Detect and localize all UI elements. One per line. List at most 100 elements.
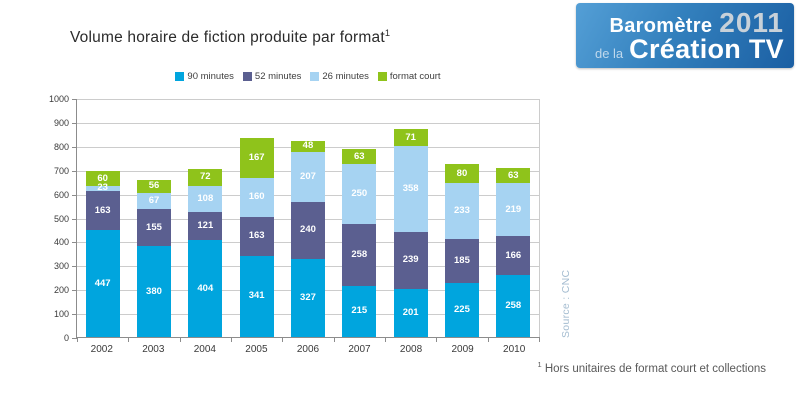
bar-segment-26-minutes: 250: [342, 164, 377, 224]
bar-segment-26-minutes: 358: [393, 146, 428, 232]
y-axis-tick: [72, 99, 77, 100]
legend-label: 26 minutes: [322, 71, 369, 82]
bars-container: 447 163 23 60 380 155 67 56 404 121 108 72 341 163 160…: [77, 99, 539, 337]
x-axis-label: 2002: [90, 344, 113, 355]
bar-segment-90-minutes: 225: [444, 283, 479, 337]
y-axis-label: 900: [53, 117, 69, 128]
y-axis-label: 600: [53, 189, 69, 200]
legend-label: 52 minutes: [254, 71, 302, 82]
legend-swatch-format-court: [377, 72, 387, 81]
bar-segment-52-minutes: 185: [444, 239, 479, 284]
bar-segment-52-minutes: 239: [393, 231, 428, 289]
legend-swatch-26-minutes: [310, 72, 320, 81]
logo-year-text: 2011: [719, 6, 784, 38]
legend-item-52-minutes: 52 minutes: [242, 71, 302, 82]
y-axis-label: 500: [53, 213, 69, 224]
bar-segment-format-court: 56: [136, 179, 171, 194]
x-axis-label: 2009: [451, 344, 474, 355]
x-axis-tick: [230, 337, 232, 342]
bar-segment-26-minutes: 23: [85, 183, 120, 193]
x-axis-tick: [282, 337, 284, 342]
bar-2007: 215 258 250 63: [342, 149, 377, 337]
bar-2008: 201 239 358 71: [393, 129, 428, 337]
y-axis-tick: [72, 314, 77, 316]
bar-segment-format-court: 71: [393, 129, 428, 147]
y-axis-label: 700: [53, 165, 69, 176]
bar-segment-52-minutes: 155: [136, 209, 171, 247]
x-axis-tick: [128, 337, 130, 342]
y-axis-label: 300: [53, 261, 69, 272]
bar-segment-90-minutes: 327: [290, 258, 325, 337]
bar-2005: 341 163 160 167: [239, 138, 274, 337]
x-axis-tick: [333, 337, 335, 342]
bar-segment-format-court: 167: [239, 138, 274, 179]
y-axis-label: 100: [53, 309, 69, 320]
y-axis-tick: [72, 338, 77, 339]
bar-segment-90-minutes: 215: [342, 285, 377, 337]
bar-segment-52-minutes: 121: [188, 211, 223, 241]
bar-segment-26-minutes: 207: [290, 152, 325, 202]
bar-2010: 258 166 219 63: [496, 168, 531, 337]
x-axis-tick: [179, 337, 181, 342]
bar-segment-26-minutes: 108: [188, 185, 223, 212]
bar-segment-26-minutes: 67: [136, 193, 171, 210]
bar-2004: 404 121 108 72: [188, 168, 223, 337]
bar-2006: 327 240 207 48: [290, 140, 325, 337]
bar-segment-52-minutes: 163: [85, 191, 120, 231]
bar-segment-26-minutes: 160: [239, 178, 274, 217]
chart-title-superscript: 1: [384, 28, 391, 38]
legend-swatch-90-minutes: [175, 72, 185, 81]
y-axis-tick: [72, 242, 77, 244]
y-axis-tick: [72, 146, 77, 148]
plot-area: 1000 900 800 700 600 500 400 300 200 100 0 447 163 23…: [49, 94, 540, 343]
chart-legend: 90 minutes 52 minutes 26 minutes format cou…: [76, 71, 540, 82]
bar-segment-90-minutes: 201: [393, 288, 428, 337]
bar-segment-26-minutes: 233: [444, 183, 479, 240]
x-axis-tick: [487, 337, 489, 342]
logo-line1: Baromètre 2011: [610, 7, 785, 39]
x-axis: 2002 2003 2004 2005 2006 2007 2008 2009 2010: [76, 344, 540, 355]
y-axis-tick: [72, 194, 77, 196]
source-label: Source : CNC: [560, 269, 572, 338]
x-axis-label: 2010: [503, 344, 526, 355]
x-axis-tick: [539, 337, 540, 342]
x-axis-label: 2006: [296, 344, 320, 355]
logo-line2: de la Création TV: [595, 34, 784, 65]
y-axis-tick: [72, 290, 77, 292]
bar-segment-52-minutes: 166: [496, 235, 531, 276]
bar-segment-format-court: 63: [342, 149, 377, 165]
bar-segment-90-minutes: 447: [85, 230, 120, 337]
logo-brand-text: Baromètre: [609, 14, 713, 37]
bar-segment-90-minutes: 404: [188, 240, 223, 337]
x-axis-tick: [436, 337, 438, 342]
gridline: [77, 122, 539, 124]
bar-segment-52-minutes: 258: [342, 223, 377, 286]
bar-2003: 380 155 67 56: [136, 179, 171, 337]
legend-item-format-court: format court: [377, 71, 441, 82]
bar-2002: 447 163 23 60: [85, 171, 120, 337]
legend-label: 90 minutes: [187, 71, 234, 82]
gridline: [77, 99, 539, 100]
x-axis-tick: [77, 337, 78, 342]
bar-segment-format-court: 63: [496, 168, 531, 184]
x-axis-label: 2007: [348, 344, 371, 355]
y-axis-tick: [72, 122, 77, 124]
legend-label: format court: [389, 71, 441, 82]
x-axis-label: 2008: [399, 344, 423, 355]
chart-title-text: Volume horaire de fiction produite par f…: [70, 29, 385, 47]
legend-swatch-52-minutes: [242, 72, 252, 81]
x-axis-label: 2003: [142, 344, 165, 355]
y-axis-label: 800: [53, 141, 69, 152]
y-axis-label: 1000: [48, 94, 69, 104]
bar-segment-52-minutes: 163: [239, 216, 274, 256]
bar-2009: 225 185 233 80: [444, 164, 479, 337]
bar-segment-90-minutes: 341: [239, 255, 274, 337]
y-axis-tick: [72, 170, 77, 172]
x-axis-label: 2005: [245, 344, 268, 355]
legend-item-90-minutes: 90 minutes: [175, 71, 234, 82]
footnote-text: Hors unitaires de format court et collec…: [544, 362, 766, 375]
legend-item-26-minutes: 26 minutes: [310, 71, 369, 82]
bar-segment-format-court: 48: [290, 140, 325, 153]
logo-subtitle-prefix: de la: [594, 45, 624, 61]
